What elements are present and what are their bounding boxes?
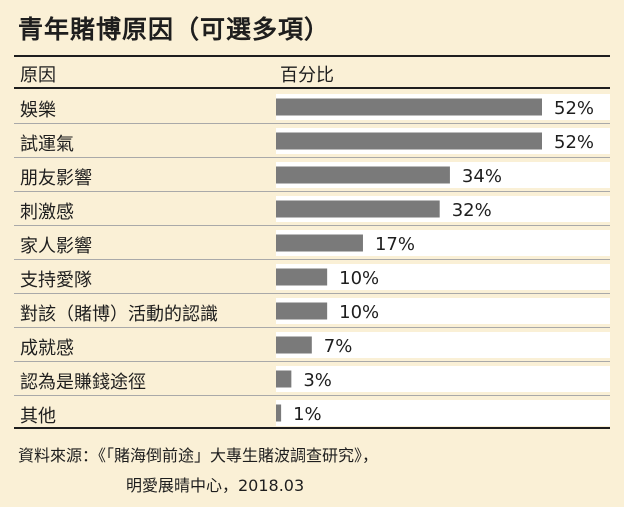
bar: [276, 336, 312, 354]
header-rule: [14, 87, 610, 89]
table-row: 對該（賭博）活動的認識 10%: [14, 294, 610, 328]
table-row: 成就感 7%: [14, 328, 610, 362]
value-label: 10%: [339, 268, 379, 289]
value-label: 17%: [375, 234, 415, 255]
value-label: 10%: [339, 302, 379, 323]
bar-track: 34%: [276, 162, 610, 188]
category-label: 認為是賺錢途徑: [20, 372, 146, 393]
source-note-line2: 明愛展晴中心，2018.03: [126, 476, 305, 495]
bar-svg: 3%: [276, 370, 332, 391]
bar-track: 32%: [276, 196, 610, 222]
bar: [276, 370, 292, 388]
value-label: 52%: [554, 132, 594, 153]
row-divider: [14, 123, 610, 124]
value-label: 7%: [324, 336, 353, 357]
bar-svg: 34%: [276, 166, 502, 187]
bar-track: 10%: [276, 298, 610, 324]
row-divider: [14, 361, 610, 362]
bar-track: 3%: [276, 366, 610, 392]
table-row: 支持愛隊 10%: [14, 260, 610, 294]
bar-svg: 52%: [276, 98, 594, 119]
bar-svg: 10%: [276, 302, 379, 323]
row-divider: [14, 259, 610, 260]
bar: [276, 404, 282, 422]
chart-title: 青年賭博原因（可選多項）: [18, 15, 331, 44]
bar-svg: 17%: [276, 234, 415, 255]
value-label: 52%: [554, 98, 594, 119]
value-label: 1%: [293, 404, 322, 425]
bar-track: 1%: [276, 400, 610, 426]
bar: [276, 268, 328, 286]
bottom-rule: [14, 427, 610, 429]
category-label: 成就感: [20, 338, 74, 359]
bar-svg: 52%: [276, 132, 594, 153]
bar-track: 52%: [276, 128, 610, 154]
value-label: 3%: [303, 370, 332, 391]
source-note-line1: 資料來源：《「賭海倒前途」大專生賭波調查研究》，: [18, 446, 379, 465]
bar: [276, 98, 542, 116]
table-row: 娛樂 52%: [14, 90, 610, 124]
bar-svg: 10%: [276, 268, 379, 289]
bar-track: 52%: [276, 94, 610, 120]
table-row: 試運氣 52%: [14, 124, 610, 158]
table-row: 朋友影響 34%: [14, 158, 610, 192]
bar-track: 7%: [276, 332, 610, 358]
category-label: 家人影響: [20, 236, 92, 257]
bar-svg: 7%: [276, 336, 353, 357]
bar-track: 17%: [276, 230, 610, 256]
percent-column-header: 百分比: [280, 65, 334, 86]
bar: [276, 166, 450, 184]
category-label: 試運氣: [20, 134, 74, 155]
bar: [276, 200, 440, 218]
bar-svg: 1%: [276, 404, 322, 425]
category-label: 娛樂: [20, 100, 56, 121]
category-label: 支持愛隊: [20, 270, 92, 291]
row-divider: [14, 293, 610, 294]
row-divider: [14, 225, 610, 226]
row-divider: [14, 395, 610, 396]
bar: [276, 234, 363, 252]
table-row: 家人影響 17%: [14, 226, 610, 260]
value-label: 34%: [462, 166, 502, 187]
reason-column-header: 原因: [20, 65, 56, 86]
value-label: 32%: [452, 200, 492, 221]
table-row: 刺激感 32%: [14, 192, 610, 226]
category-label: 其他: [20, 406, 56, 427]
row-divider: [14, 327, 610, 328]
category-label: 朋友影響: [20, 168, 92, 189]
table-row: 認為是賺錢途徑 3%: [14, 362, 610, 396]
bar-svg: 32%: [276, 200, 492, 221]
row-divider: [14, 191, 610, 192]
category-label: 刺激感: [20, 202, 74, 223]
top-rule: [14, 55, 610, 57]
category-label: 對該（賭博）活動的認識: [20, 304, 218, 325]
bar: [276, 132, 542, 150]
bar-track: 10%: [276, 264, 610, 290]
bar: [276, 302, 328, 320]
table-row: 其他 1%: [14, 396, 610, 430]
row-divider: [14, 157, 610, 158]
